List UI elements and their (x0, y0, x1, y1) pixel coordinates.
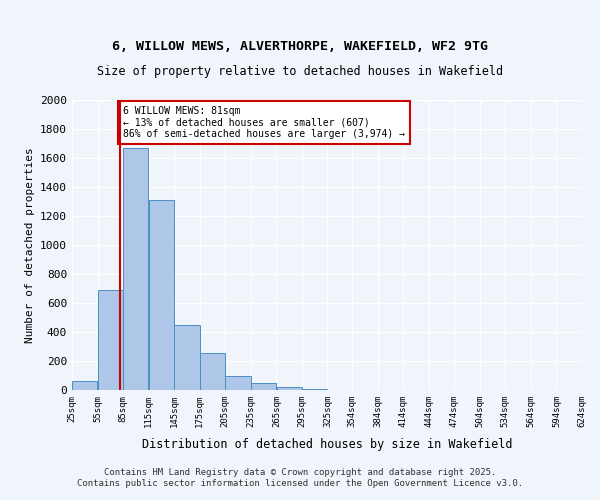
Y-axis label: Number of detached properties: Number of detached properties (25, 147, 35, 343)
Bar (302, 389, 327, 390)
Bar (251, 383, 276, 390)
Bar (226, 376, 251, 390)
Text: Size of property relative to detached houses in Wakefield: Size of property relative to detached ho… (97, 64, 503, 78)
Bar (200, 354, 225, 390)
Text: Contains HM Land Registry data © Crown copyright and database right 2025.
Contai: Contains HM Land Registry data © Crown c… (77, 468, 523, 487)
Bar (98, 290, 123, 390)
Text: 6 WILLOW MEWS: 81sqm
← 13% of detached houses are smaller (607)
86% of semi-deta: 6 WILLOW MEWS: 81sqm ← 13% of detached h… (123, 106, 405, 139)
X-axis label: Distribution of detached houses by size in Wakefield: Distribution of detached houses by size … (142, 438, 512, 451)
Bar (123, 148, 148, 390)
Bar (277, 387, 302, 390)
Bar (149, 200, 174, 390)
Bar (175, 325, 199, 390)
Bar (72, 380, 97, 390)
Text: 6, WILLOW MEWS, ALVERTHORPE, WAKEFIELD, WF2 9TG: 6, WILLOW MEWS, ALVERTHORPE, WAKEFIELD, … (112, 40, 488, 52)
